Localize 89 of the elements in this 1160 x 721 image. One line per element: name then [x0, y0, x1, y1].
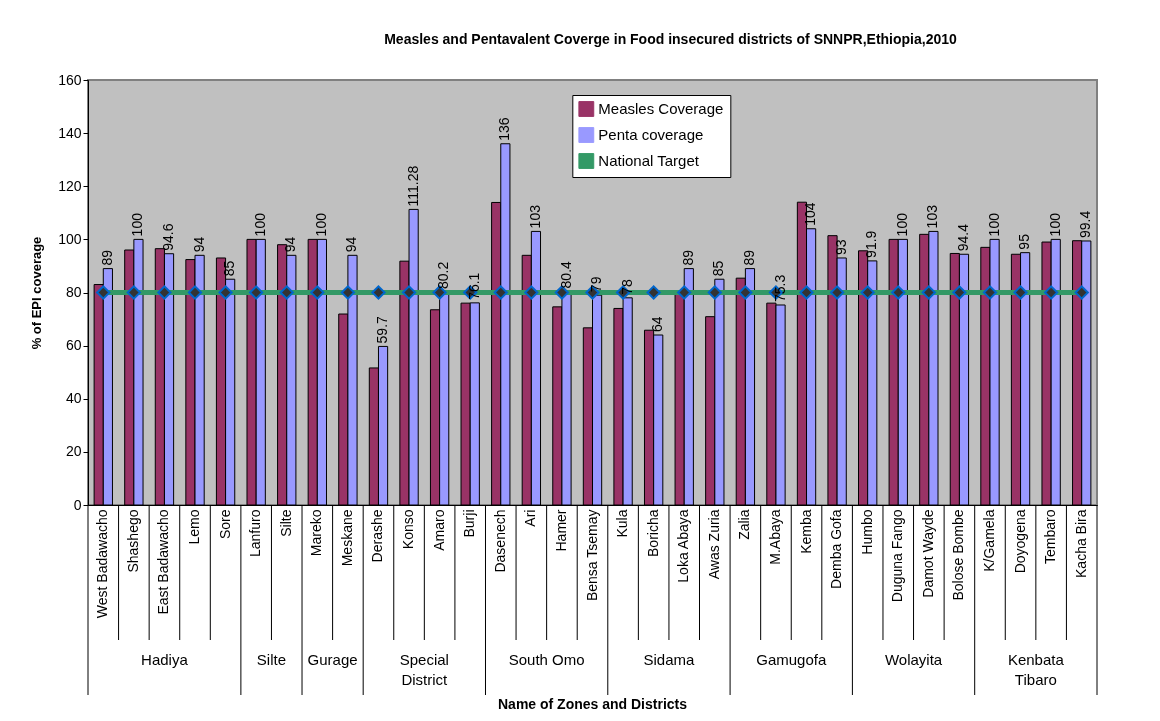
- x-tick-label: Zalia: [736, 509, 753, 540]
- data-label: 89: [98, 249, 115, 266]
- text: Special District: [399, 651, 449, 688]
- data-label: 64: [649, 316, 666, 332]
- x-tick-label: Loka Abaya: [675, 509, 692, 583]
- x-tick-label: Derashe: [369, 509, 386, 563]
- data-label: 100: [985, 212, 1002, 237]
- data-label: 94: [343, 236, 360, 253]
- x-tick-label: Kemba: [797, 509, 814, 554]
- y-tick-label: 140: [58, 124, 82, 141]
- data-label: 111.28: [404, 165, 421, 207]
- x-tick-label: Damot Wayde: [919, 509, 936, 598]
- chart-title: Measles and Pentavalent Coverge in Food insecured districts of SNNPR,Ethiopia,2010: [384, 31, 958, 47]
- x-tick-label: Shashego: [124, 509, 141, 573]
- data-label: 93: [832, 239, 849, 255]
- data-label: 136: [496, 117, 513, 141]
- x-tick-label: Konso: [400, 509, 417, 550]
- data-label: 80.4: [557, 260, 574, 289]
- y-tick-label: 60: [65, 337, 82, 354]
- data-label: 78: [618, 279, 635, 295]
- x-tick-label: Lanfuro: [247, 509, 264, 557]
- x-tick-label: M.Abaya: [766, 509, 783, 565]
- text: South Omo: [508, 651, 585, 668]
- data-label: 89: [740, 249, 757, 266]
- x-tick-label: Lemo: [186, 509, 203, 545]
- data-label: 91.9: [863, 230, 880, 258]
- x-tick-label: Doyogena: [1011, 509, 1028, 574]
- data-label: 76.1: [465, 272, 482, 300]
- data-label: 94.6: [160, 223, 177, 251]
- data-label: 85: [221, 260, 238, 277]
- text: Wolayita: [884, 651, 943, 668]
- data-label: 100: [312, 212, 329, 237]
- data-label: 100: [893, 212, 910, 237]
- data-label: 79: [588, 276, 605, 293]
- x-tick-label: Kula: [614, 509, 631, 538]
- y-tick-label: 160: [58, 71, 82, 88]
- x-tick-label: Silte: [277, 509, 294, 537]
- x-tick-label: Burji: [461, 509, 478, 538]
- x-tick-label: Demba Gofa: [828, 509, 845, 589]
- x-tick-label: Dasenech: [491, 509, 508, 573]
- x-tick-label: Kacha Bira: [1072, 509, 1089, 578]
- data-label: 99.4: [1077, 210, 1094, 238]
- x-tick-label: Mareko: [308, 509, 325, 557]
- x-tick-label: Awas Zuria: [705, 509, 722, 580]
- y-tick-label: 20: [65, 443, 82, 460]
- legend-label: Measles Coverage: [598, 100, 724, 117]
- y-axis-title: % of EPI coverage: [29, 236, 45, 350]
- text: Silte: [256, 651, 287, 668]
- x-tick-label: East Badawacho: [155, 509, 172, 615]
- text: Kenbata Tibaro: [1007, 651, 1065, 688]
- data-label: 100: [129, 212, 146, 237]
- data-label: 103: [924, 204, 941, 229]
- data-label: 95: [1016, 233, 1033, 250]
- x-tick-label: Hamer: [552, 509, 569, 552]
- data-label: 100: [1046, 212, 1063, 237]
- data-label: 103: [526, 204, 543, 229]
- x-tick-label: Duguna Fango: [889, 509, 906, 603]
- legend-label: Penta coverage: [598, 126, 704, 143]
- y-tick-label: 120: [58, 177, 82, 194]
- data-label: 94.4: [955, 223, 971, 252]
- x-tick-label: Meskane: [338, 509, 355, 567]
- x-tick-label: Bensa Tsemay: [583, 509, 600, 602]
- data-label: 100: [251, 212, 268, 237]
- data-label: 94: [190, 236, 207, 253]
- data-label: 89: [679, 249, 696, 266]
- data-label: 80.2: [435, 261, 452, 289]
- x-tick-label: Bolose Bombe: [950, 509, 967, 601]
- text: Sidama: [643, 651, 696, 668]
- data-label: 75.3: [771, 274, 788, 302]
- x-tick-label: K/Gamela: [980, 509, 997, 572]
- y-tick-label: 100: [58, 230, 82, 247]
- data-label: 59.7: [374, 315, 391, 344]
- data-label: 94: [282, 236, 299, 253]
- legend-label: National Target: [598, 152, 700, 169]
- x-tick-label: Tembaro: [1042, 509, 1059, 564]
- y-tick-label: 40: [65, 390, 82, 407]
- x-tick-label: Ari: [522, 509, 539, 527]
- x-tick-label: Sore: [216, 509, 233, 540]
- text: Name of Zones and Districts: [497, 696, 688, 712]
- x-tick-label: West Badawacho: [94, 509, 111, 619]
- x-tick-label: Boricha: [644, 509, 661, 557]
- data-label: 85: [710, 260, 727, 277]
- text: Gamugofa: [756, 651, 827, 668]
- text: Hadiya: [141, 651, 189, 668]
- text: Gurage: [307, 651, 358, 668]
- x-tick-label: Humbo: [858, 509, 875, 555]
- x-tick-label: Amaro: [430, 509, 447, 551]
- y-tick-label: 80: [65, 284, 82, 300]
- y-tick-label: 0: [73, 496, 82, 513]
